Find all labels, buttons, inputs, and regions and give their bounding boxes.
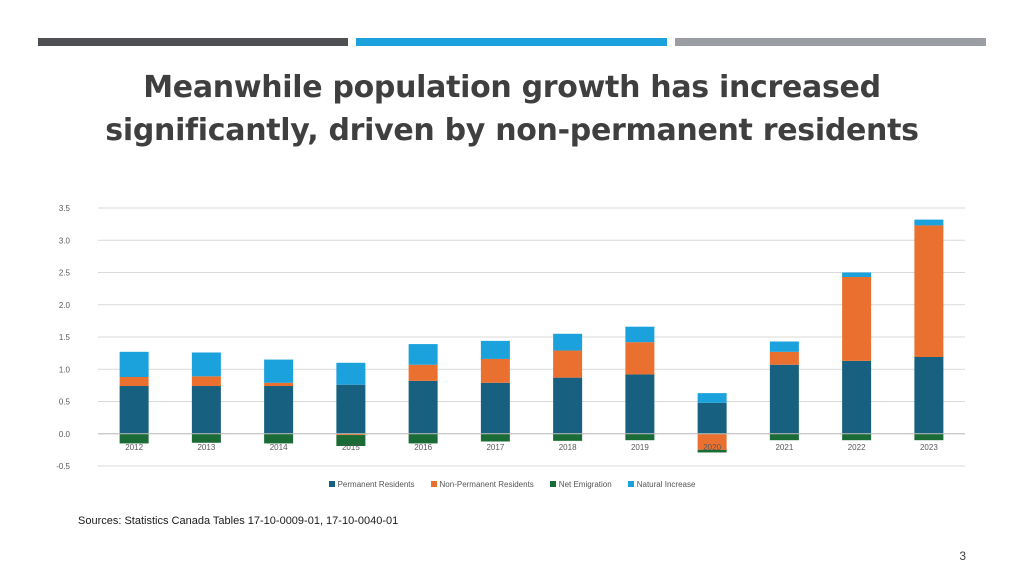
source-note: Sources: Statistics Canada Tables 17-10-… — [78, 515, 399, 527]
bar-segment-non-permanent-residents-2015 — [336, 433, 366, 436]
bar-segment-natural-increase-2019 — [625, 326, 655, 343]
x-tick-label: 2021 — [775, 443, 793, 452]
bar-segment-permanent-residents-2019 — [625, 374, 655, 434]
bar-segment-net-emigration-2022 — [842, 433, 872, 441]
bar-segment-permanent-residents-2022 — [842, 360, 872, 434]
y-tick-label: 0.5 — [59, 398, 71, 407]
stacked-bar-chart: -0.5 0.0 0.5 1.0 1.5 2.0 2.5 3.0 3.5 2012 2013 2014… — [56, 204, 965, 471]
bar-segment-net-emigration-2012 — [119, 433, 149, 444]
slide-title: Meanwhile population growth has increase… — [60, 66, 964, 152]
x-tick-label: 2020 — [703, 443, 721, 452]
bar-segment-non-permanent-residents-2020 — [697, 433, 727, 450]
x-tick-label: 2018 — [559, 443, 577, 452]
page-number: 3 — [959, 549, 966, 563]
x-tick-label: 2014 — [270, 443, 288, 452]
bar-segment-net-emigration-2015 — [336, 435, 366, 447]
y-tick-label: 2.5 — [59, 269, 71, 278]
bar-segment-permanent-residents-2015 — [336, 384, 366, 434]
bar-segment-permanent-residents-2018 — [553, 377, 583, 434]
header-strip-blue — [356, 38, 667, 46]
x-tick-label: 2013 — [197, 443, 215, 452]
bar-segment-non-permanent-residents-2021 — [769, 351, 799, 365]
bar-segment-natural-increase-2013 — [191, 352, 221, 377]
slide-title-line-1: Meanwhile population growth has increase… — [143, 70, 881, 105]
legend-label: Net Emigration — [558, 480, 612, 489]
y-tick-label: 3.5 — [59, 204, 71, 213]
bar-segment-net-emigration-2018 — [553, 433, 583, 441]
legend-swatch — [430, 480, 437, 487]
x-tick-label: 2019 — [631, 443, 649, 452]
bar-segment-permanent-residents-2017 — [480, 382, 510, 434]
legend-item: Non-Permanent Residents — [430, 480, 534, 489]
bar-segment-non-permanent-residents-2013 — [191, 376, 221, 387]
legend-swatch — [627, 480, 634, 487]
bar-segment-natural-increase-2017 — [480, 340, 510, 359]
y-tick-label: 1.5 — [59, 333, 71, 342]
legend-label: Permanent Residents — [337, 480, 415, 489]
bar-segment-natural-increase-2014 — [264, 359, 294, 383]
bar-segment-natural-increase-2022 — [842, 272, 872, 278]
y-tick-label: 3.0 — [59, 236, 71, 245]
slide-title-line-2: significantly, driven by non-permanent r… — [105, 113, 919, 148]
bar-segment-permanent-residents-2021 — [769, 364, 799, 434]
bar-segment-permanent-residents-2014 — [264, 386, 294, 434]
bar-segment-natural-increase-2012 — [119, 351, 149, 377]
bar-segment-non-permanent-residents-2017 — [480, 358, 510, 383]
bar-segment-non-permanent-residents-2014 — [264, 382, 294, 387]
x-tick-label: 2017 — [486, 443, 504, 452]
x-tick-label: 2023 — [920, 443, 938, 452]
bar-segment-net-emigration-2019 — [625, 433, 655, 441]
bar-segment-natural-increase-2015 — [336, 362, 366, 385]
y-tick-label: 1.0 — [59, 365, 71, 374]
bar-segment-net-emigration-2021 — [769, 433, 799, 441]
chart-legend: Permanent Residents Non-Permanent Residen… — [0, 480, 1024, 489]
bar-segment-non-permanent-residents-2018 — [553, 350, 583, 378]
x-tick-label: 2015 — [342, 443, 360, 452]
bar-segment-non-permanent-residents-2016 — [408, 364, 438, 381]
bar-segment-net-emigration-2013 — [191, 433, 221, 443]
bar-segment-non-permanent-residents-2012 — [119, 376, 149, 387]
bar-segment-permanent-residents-2013 — [191, 386, 221, 434]
y-tick-label: 2.0 — [59, 301, 71, 310]
legend-swatch — [549, 480, 556, 487]
legend-item: Permanent Residents — [328, 480, 415, 489]
y-tick-label: 0.0 — [59, 430, 71, 439]
bar-segment-permanent-residents-2012 — [119, 386, 149, 434]
legend-swatch — [328, 480, 335, 487]
bar-segment-natural-increase-2018 — [553, 333, 583, 351]
bar-segment-natural-increase-2023 — [914, 219, 944, 226]
bar-segment-permanent-residents-2023 — [914, 356, 944, 434]
header-strip-gray — [675, 38, 986, 46]
bar-segment-natural-increase-2020 — [697, 393, 727, 403]
bar-segment-natural-increase-2016 — [408, 344, 438, 365]
legend-label: Non-Permanent Residents — [439, 480, 534, 489]
bar-segment-permanent-residents-2020 — [697, 402, 727, 434]
legend-item: Net Emigration — [549, 480, 612, 489]
bar-segment-natural-increase-2021 — [769, 341, 799, 352]
legend-item: Natural Increase — [627, 480, 696, 489]
legend-label: Natural Increase — [636, 480, 696, 489]
y-tick-label: -0.5 — [56, 462, 70, 471]
bar-segment-net-emigration-2016 — [408, 433, 438, 444]
bar-segment-permanent-residents-2016 — [408, 380, 438, 434]
x-tick-label: 2022 — [848, 443, 866, 452]
header-strip-dark — [38, 38, 348, 46]
bar-segment-non-permanent-residents-2019 — [625, 342, 655, 375]
bar-segment-net-emigration-2017 — [480, 433, 510, 442]
bar-segment-non-permanent-residents-2023 — [914, 225, 944, 357]
bar-segment-net-emigration-2023 — [914, 433, 944, 441]
x-tick-label: 2012 — [125, 443, 143, 452]
x-tick-label: 2016 — [414, 443, 432, 452]
bar-segment-net-emigration-2014 — [264, 433, 294, 444]
bar-segment-non-permanent-residents-2022 — [842, 277, 872, 361]
bar-segment-net-emigration-2020 — [697, 449, 727, 453]
